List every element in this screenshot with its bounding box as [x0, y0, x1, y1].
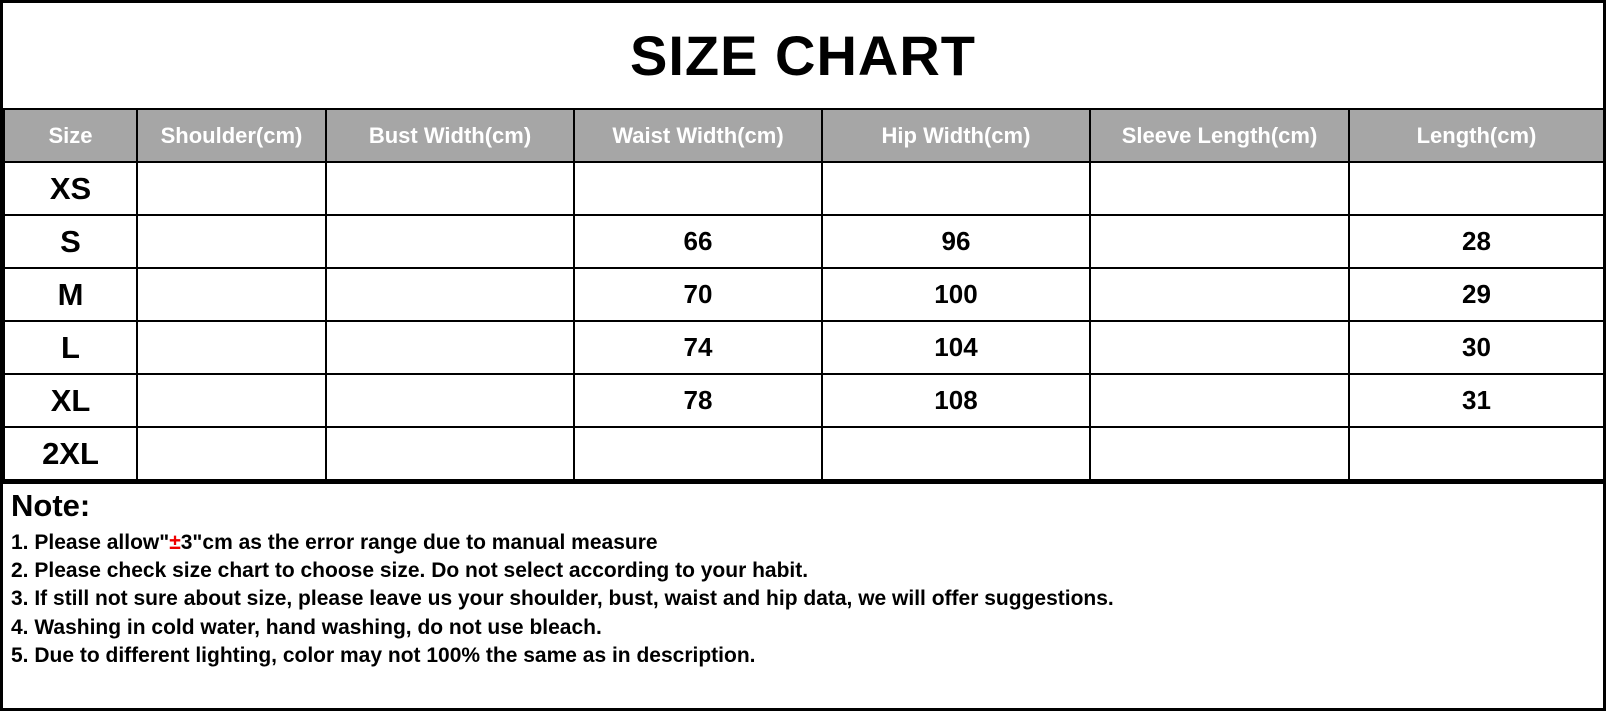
cell-sleeve-length	[1089, 426, 1350, 481]
cell-length	[1348, 161, 1603, 216]
cell-hip-width: 96	[821, 214, 1091, 269]
cell-bust-width	[325, 426, 575, 481]
cell-length: 30	[1348, 320, 1603, 375]
column-header-hip-width: Hip Width(cm)	[821, 108, 1091, 163]
cell-size: M	[3, 267, 138, 322]
cell-waist-width: 78	[573, 373, 823, 428]
column-header-sleeve-length: Sleeve Length(cm)	[1089, 108, 1350, 163]
cell-shoulder	[136, 320, 327, 375]
cell-hip-width: 100	[821, 267, 1091, 322]
cell-size: 2XL	[3, 426, 138, 481]
table-row: XS	[3, 161, 1603, 216]
cell-shoulder	[136, 214, 327, 269]
notes-section: Note: 1. Please allow"±3"cm as the error…	[3, 481, 1603, 708]
column-header-shoulder: Shoulder(cm)	[136, 108, 327, 163]
cell-bust-width	[325, 267, 575, 322]
table-body: XS S 66 96 28 M 70	[3, 161, 1603, 481]
note-line-1-suffix: 3"cm as the error range due to manual me…	[180, 530, 658, 554]
note-line-1-prefix: 1. Please allow"	[11, 530, 170, 554]
table-row: M 70 100 29	[3, 267, 1603, 322]
cell-waist-width: 74	[573, 320, 823, 375]
size-chart-table: Size Shoulder(cm) Bust Width(cm) Waist W…	[3, 108, 1603, 481]
cell-bust-width	[325, 161, 575, 216]
title-bar: SIZE CHART	[3, 3, 1603, 108]
cell-length: 28	[1348, 214, 1603, 269]
cell-hip-width	[821, 161, 1091, 216]
table-row: 2XL	[3, 426, 1603, 481]
column-header-waist-width: Waist Width(cm)	[573, 108, 823, 163]
cell-sleeve-length	[1089, 373, 1350, 428]
note-line-4: 4. Washing in cold water, hand washing, …	[11, 615, 602, 639]
cell-hip-width: 104	[821, 320, 1091, 375]
note-line-1: 1. Please allow"±3"cm as the error range…	[11, 529, 1595, 557]
cell-size: XL	[3, 373, 138, 428]
cell-shoulder	[136, 161, 327, 216]
cell-bust-width	[325, 373, 575, 428]
cell-size: XS	[3, 161, 138, 216]
column-header-size: Size	[3, 108, 138, 163]
cell-bust-width	[325, 320, 575, 375]
cell-shoulder	[136, 426, 327, 481]
cell-hip-width: 108	[821, 373, 1091, 428]
cell-shoulder	[136, 267, 327, 322]
cell-sleeve-length	[1089, 214, 1350, 269]
cell-waist-width: 66	[573, 214, 823, 269]
column-header-bust-width: Bust Width(cm)	[325, 108, 575, 163]
cell-sleeve-length	[1089, 161, 1350, 216]
cell-sleeve-length	[1089, 320, 1350, 375]
tolerance-highlight: ±	[169, 530, 181, 554]
cell-sleeve-length	[1089, 267, 1350, 322]
column-header-length: Length(cm)	[1348, 108, 1603, 163]
page-title: SIZE CHART	[630, 24, 976, 87]
cell-waist-width	[573, 161, 823, 216]
cell-waist-width: 70	[573, 267, 823, 322]
note-line-3: 3. If still not sure about size, please …	[11, 587, 1114, 611]
cell-length: 31	[1348, 373, 1603, 428]
header-row: Size Shoulder(cm) Bust Width(cm) Waist W…	[3, 108, 1603, 163]
table-row: XL 78 108 31	[3, 373, 1603, 428]
cell-shoulder	[136, 373, 327, 428]
notes-heading: Note:	[11, 488, 91, 523]
note-line-5: 5. Due to different lighting, color may …	[11, 643, 756, 667]
cell-size: S	[3, 214, 138, 269]
cell-hip-width	[821, 426, 1091, 481]
table-header: Size Shoulder(cm) Bust Width(cm) Waist W…	[3, 108, 1603, 163]
cell-size: L	[3, 320, 138, 375]
note-line-2: 2. Please check size chart to choose siz…	[11, 558, 809, 582]
cell-length: 29	[1348, 267, 1603, 322]
table-row: S 66 96 28	[3, 214, 1603, 269]
cell-waist-width	[573, 426, 823, 481]
table-row: L 74 104 30	[3, 320, 1603, 375]
cell-bust-width	[325, 214, 575, 269]
cell-length	[1348, 426, 1603, 481]
